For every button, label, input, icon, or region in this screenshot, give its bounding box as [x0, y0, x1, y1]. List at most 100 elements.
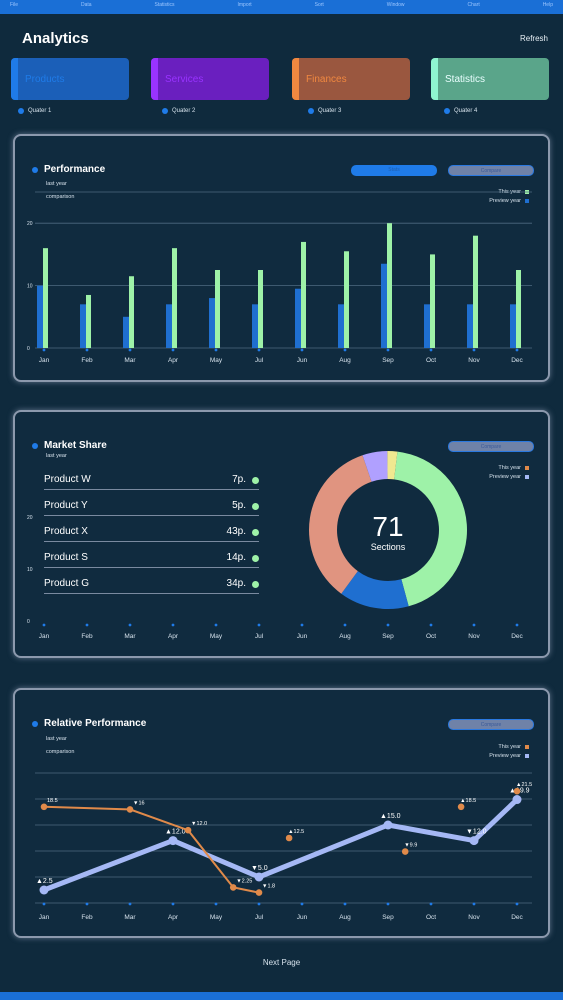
- donut-slice: [309, 455, 372, 594]
- title-dot: [32, 442, 38, 449]
- series-point-this-year: [126, 806, 134, 813]
- finances-button[interactable]: Finances: [292, 58, 410, 100]
- product-dot: [252, 555, 259, 562]
- x-tick-dot: [429, 623, 433, 627]
- products-accent: [11, 58, 18, 100]
- market-compare-button[interactable]: Compare: [448, 441, 534, 452]
- menu-help[interactable]: Help: [542, 2, 553, 8]
- x-tick-label: Mar: [124, 914, 136, 921]
- x-tick-label: May: [210, 914, 223, 921]
- menu-bar: File Data Statistics Import Sort Window …: [0, 0, 563, 14]
- x-tick-label: Mar: [124, 357, 136, 364]
- series-line-preview-year: [43, 797, 519, 893]
- x-tick-dot: [300, 902, 304, 906]
- quarter-dot: [308, 108, 314, 114]
- quarter-legend-4: Quater 4: [444, 108, 477, 114]
- data-label: ▲21.5: [516, 782, 532, 788]
- services-button[interactable]: Services: [151, 58, 269, 100]
- x-tick-dot: [386, 348, 390, 352]
- quarter-dot: [162, 108, 168, 114]
- y-tick-label: 0: [27, 346, 30, 352]
- menu-statistics[interactable]: Statistics: [154, 2, 175, 8]
- menu-window[interactable]: Window: [386, 2, 405, 8]
- x-tick-label: Nov: [468, 357, 480, 364]
- bar-this-year: [430, 254, 435, 348]
- statistics-label: Statistics: [445, 74, 486, 85]
- series-point-this-year: [255, 889, 263, 896]
- product-row[interactable]: Product X 43p.: [44, 524, 259, 542]
- quarter-legend-2: Quater 2: [162, 108, 195, 114]
- bar-this-year: [43, 248, 48, 348]
- menu-sort[interactable]: Sort: [314, 2, 324, 8]
- bar-preview-year: [424, 304, 430, 348]
- x-tick-label: Oct: [426, 633, 436, 640]
- x-tick-label: Jun: [297, 357, 308, 364]
- legend-preview-year: Preview year: [489, 753, 521, 759]
- relative-line-chart: Jan Feb Mar Apr May Jul Jun Aug Sep Oct Nov Dec ▲2.5…: [35, 772, 532, 921]
- market-share-title-text: Market Share: [44, 440, 107, 451]
- x-tick-label: Sep: [382, 914, 394, 921]
- performance-title-text: Performance: [44, 164, 106, 175]
- bar-preview-year: [381, 263, 387, 348]
- data-label: ▼5.0: [251, 865, 268, 872]
- series-point-this-year: [40, 803, 48, 811]
- bar-this-year: [86, 294, 91, 348]
- data-label: ▼12.0: [191, 821, 207, 827]
- bar-this-year: [387, 223, 392, 348]
- x-tick-label: Sep: [382, 357, 394, 364]
- x-tick-dot: [85, 902, 89, 906]
- bar-this-year: [301, 241, 306, 348]
- statistics-button[interactable]: Statistics: [431, 58, 549, 100]
- data-label: ▼9.9: [404, 843, 417, 849]
- product-row[interactable]: Product Y 5p.: [44, 498, 259, 516]
- bottom-bar: [0, 992, 563, 1000]
- quarter-dot: [444, 108, 450, 114]
- menu-data[interactable]: Data: [81, 2, 92, 8]
- product-row[interactable]: Product S 14p.: [44, 550, 259, 568]
- y-tick-label: 10: [27, 567, 33, 573]
- x-tick-dot: [515, 348, 519, 352]
- bar-this-year: [473, 235, 478, 348]
- quarter-legend-3: Quater 3: [308, 108, 341, 114]
- y-tick-label: 0: [27, 619, 30, 625]
- performance-panel: Performance last year comparison Stats C…: [13, 134, 550, 382]
- x-tick-label: Jun: [297, 633, 308, 640]
- bar-this-year: [129, 276, 134, 348]
- x-tick-dot: [300, 623, 304, 627]
- quarter-label: Quater 4: [454, 108, 478, 114]
- legend-swatch-prev: [525, 475, 529, 479]
- x-tick-label: Oct: [426, 357, 436, 364]
- donut-value: 71: [372, 511, 403, 542]
- x-tick-label: Sep: [382, 633, 394, 640]
- y-tick-label: 10: [27, 284, 33, 290]
- statistics-accent: [431, 58, 438, 100]
- menu-chart[interactable]: Chart: [467, 2, 480, 8]
- relative-compare-button[interactable]: Compare: [448, 719, 534, 730]
- data-label: ▲12.0: [165, 829, 186, 836]
- x-tick-label: Apr: [168, 633, 179, 640]
- quarter-label: Quater 3: [318, 108, 342, 114]
- compare-button[interactable]: Compare: [448, 165, 534, 176]
- legend-this-year: This year: [498, 465, 521, 471]
- x-tick-label: Jul: [255, 914, 264, 921]
- performance-subtitle-1: last year: [46, 181, 67, 187]
- product-row[interactable]: Product W 7p.: [44, 472, 259, 490]
- products-button[interactable]: Products: [11, 58, 129, 100]
- data-label: ▲15.0: [380, 813, 401, 820]
- market-subtitle: last year: [46, 453, 67, 459]
- finances-accent: [292, 58, 299, 100]
- menu-import[interactable]: Import: [237, 2, 252, 8]
- product-row[interactable]: Product G 34p.: [44, 576, 259, 594]
- x-tick-dot: [128, 348, 132, 352]
- series-point-preview-year: [383, 820, 393, 830]
- x-tick-label: Nov: [468, 633, 480, 640]
- next-page-link[interactable]: Next Page: [262, 958, 301, 967]
- donut-hole: [338, 480, 438, 580]
- menu-file[interactable]: File: [10, 2, 19, 8]
- series-point-preview-year: [512, 795, 522, 805]
- performance-title: Performance: [32, 164, 105, 175]
- x-tick-label: Jan: [39, 914, 50, 921]
- performance-subtitle-2: comparison: [46, 194, 75, 200]
- stats-button[interactable]: Stats: [351, 165, 437, 176]
- refresh-button[interactable]: Refresh: [519, 34, 548, 43]
